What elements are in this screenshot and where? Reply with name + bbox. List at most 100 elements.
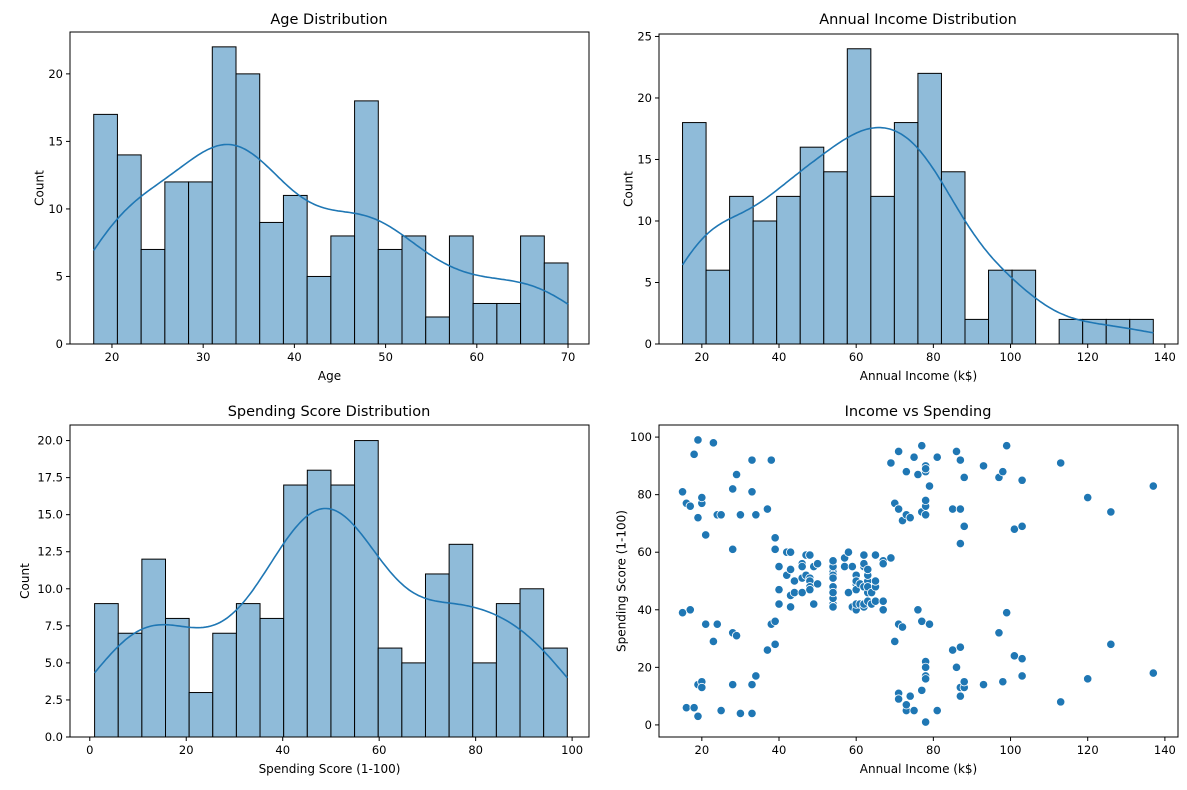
x-tick-label: 60 bbox=[849, 743, 864, 757]
x-tick-label: 30 bbox=[196, 350, 211, 364]
histogram-bar bbox=[870, 195, 895, 345]
histogram-bar bbox=[543, 262, 569, 345]
x-tick-label: 60 bbox=[849, 350, 864, 364]
scatter-point bbox=[955, 504, 965, 514]
histogram-bar bbox=[543, 647, 568, 738]
x-axis-label: Annual Income (k$) bbox=[860, 762, 977, 776]
x-tick-label: 0 bbox=[86, 743, 93, 757]
histogram-bar bbox=[705, 269, 731, 345]
y-tick-label: 20 bbox=[48, 67, 63, 81]
scatter-point bbox=[905, 513, 915, 523]
scatter-point bbox=[978, 680, 989, 690]
age-histogram-panel: Age Distribution 20 30 40 50 60 70 0 5 10 15 20 A… bbox=[33, 12, 590, 383]
y-tick-label: 7.5 bbox=[45, 619, 63, 633]
axes-frame bbox=[658, 424, 1179, 738]
scatter-point bbox=[812, 579, 823, 589]
scatter-point bbox=[913, 469, 923, 480]
scatter-point bbox=[917, 685, 927, 695]
scatter-point bbox=[728, 484, 738, 494]
scatter-point bbox=[693, 435, 703, 445]
scatter-point bbox=[805, 585, 815, 595]
scatter-point bbox=[728, 680, 738, 690]
scatter-point bbox=[951, 446, 962, 457]
x-tick-label: 100 bbox=[1000, 350, 1022, 364]
scatter-point bbox=[797, 562, 807, 572]
axes-frame bbox=[69, 424, 590, 738]
scatter-point bbox=[708, 636, 719, 647]
y-tick-label: 20.0 bbox=[37, 434, 63, 448]
scatter-point bbox=[809, 599, 819, 609]
scatter-point bbox=[998, 467, 1008, 477]
x-tick-label: 20 bbox=[105, 350, 120, 364]
y-tick-label: 60 bbox=[637, 545, 652, 559]
histogram-bar bbox=[401, 235, 427, 345]
y-tick-label: 0 bbox=[645, 718, 652, 732]
y-tick-label: 2.5 bbox=[45, 693, 63, 707]
histogram-bar bbox=[752, 220, 778, 345]
scatter-point bbox=[747, 708, 757, 718]
scatter-point bbox=[693, 711, 703, 721]
scatter-point bbox=[774, 562, 784, 572]
scatter-point bbox=[731, 631, 742, 641]
scatter-point bbox=[901, 467, 911, 477]
histogram-bar bbox=[496, 302, 522, 345]
scatter-point bbox=[921, 717, 931, 727]
y-tick-label: 17.5 bbox=[37, 471, 63, 485]
histogram-bar bbox=[682, 122, 707, 345]
scatter-point bbox=[878, 559, 888, 569]
scatter-point bbox=[708, 438, 719, 448]
y-tick-label: 5.0 bbox=[45, 656, 63, 670]
y-tick-label: 10 bbox=[48, 202, 63, 216]
y-axis-label: Count bbox=[622, 171, 636, 207]
scatter-point bbox=[751, 671, 761, 681]
scatter-point bbox=[1002, 608, 1012, 618]
histogram-bar bbox=[377, 647, 403, 738]
x-axis-label: Age bbox=[318, 369, 341, 383]
histogram-bar bbox=[165, 617, 190, 738]
x-tick-label: 60 bbox=[469, 350, 484, 364]
scatter-point bbox=[924, 619, 935, 629]
y-tick-label: 12.5 bbox=[37, 545, 63, 559]
scatter-point bbox=[948, 504, 958, 514]
axes-frame bbox=[658, 33, 1179, 345]
scatter-point bbox=[951, 662, 962, 672]
scatter-point bbox=[894, 694, 904, 704]
histogram-bar bbox=[988, 269, 1013, 345]
x-axis-label: Spending Score (1-100) bbox=[259, 762, 401, 776]
scatter-point bbox=[886, 458, 896, 468]
histogram-bar bbox=[776, 195, 801, 345]
histogram-bar bbox=[401, 662, 426, 738]
scatter-point bbox=[1083, 492, 1093, 503]
scatter-point bbox=[978, 461, 989, 471]
x-tick-label: 20 bbox=[695, 743, 710, 757]
histogram-bar bbox=[893, 122, 919, 345]
scatter-point bbox=[762, 504, 773, 514]
x-tick-label: 120 bbox=[1077, 743, 1099, 757]
histogram-bar bbox=[188, 181, 213, 345]
histogram-bar bbox=[823, 171, 848, 345]
scatter-point bbox=[697, 492, 707, 503]
scatter-point bbox=[805, 550, 815, 560]
histogram-bar bbox=[448, 543, 474, 738]
scatter-point bbox=[901, 700, 911, 710]
scatter-point bbox=[716, 510, 726, 520]
histogram-bar bbox=[164, 181, 190, 345]
scatter-point bbox=[716, 705, 726, 716]
y-tick-label: 40 bbox=[637, 603, 652, 617]
scatter-point bbox=[697, 682, 707, 693]
histogram-bar bbox=[282, 194, 308, 345]
x-tick-label: 140 bbox=[1154, 350, 1176, 364]
scatter-point bbox=[747, 487, 757, 497]
scatter-point bbox=[932, 452, 942, 462]
histogram-bar bbox=[94, 603, 119, 738]
scatter-point bbox=[789, 587, 800, 598]
y-tick-label: 5 bbox=[645, 275, 652, 289]
histogram-bar bbox=[354, 100, 379, 345]
scatter-point bbox=[913, 605, 923, 615]
scatter-point bbox=[789, 576, 800, 586]
scatter-point bbox=[828, 602, 838, 612]
scatter-point bbox=[689, 703, 699, 713]
scatter-point bbox=[785, 602, 796, 612]
axes-frame bbox=[69, 31, 590, 345]
